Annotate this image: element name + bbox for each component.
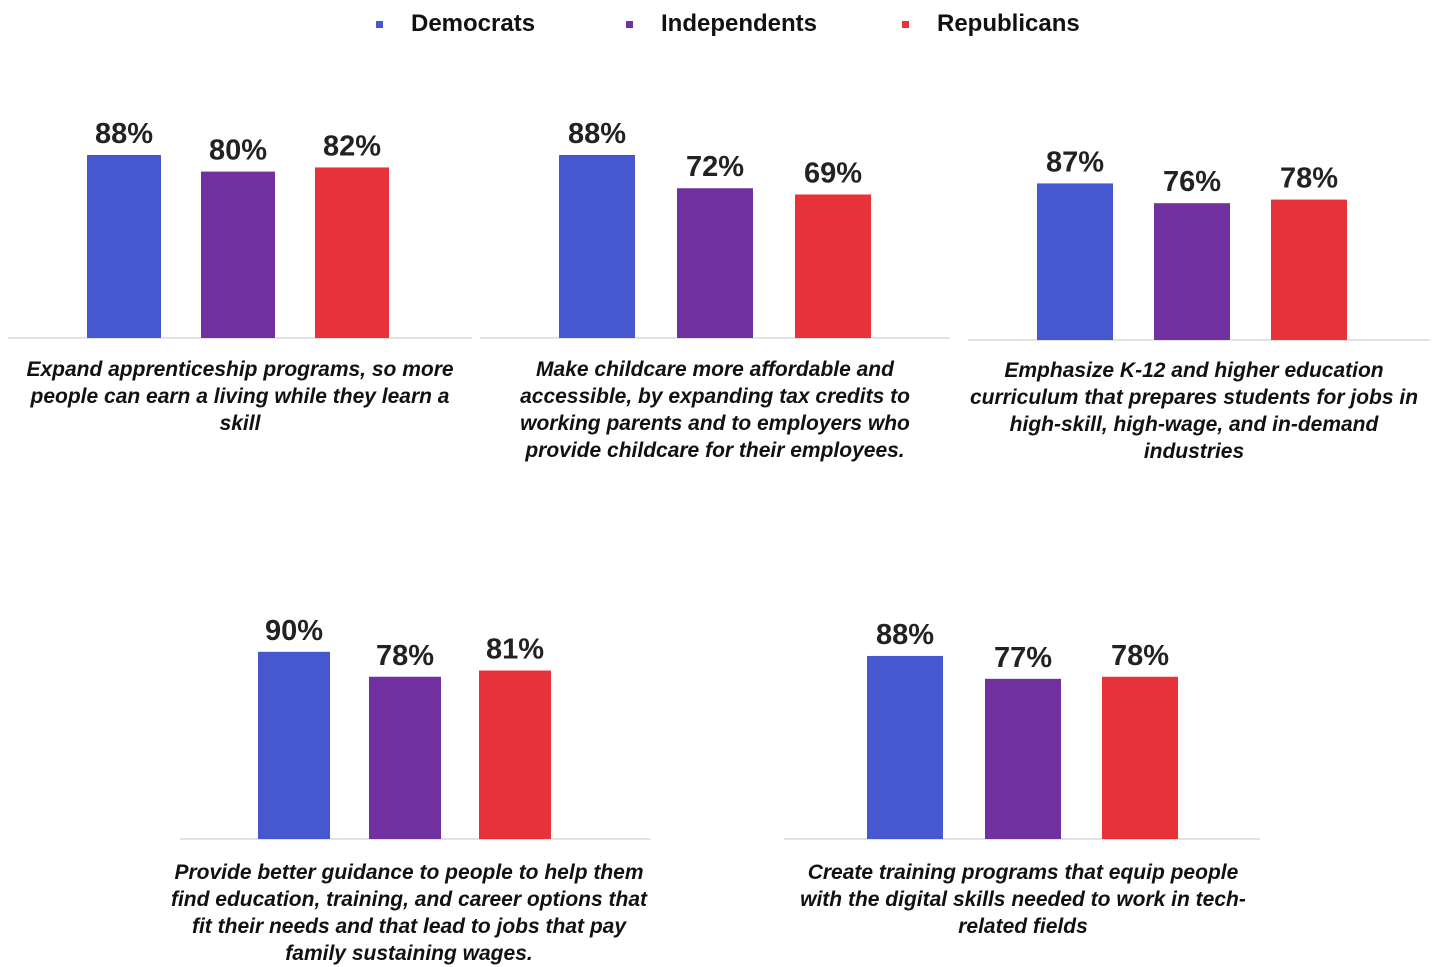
data-label-independents: 76% <box>1163 166 1221 198</box>
legend-label-republicans: Republicans <box>937 10 1080 37</box>
bar-chart-2: 88% 72% 69% <box>480 118 950 339</box>
legend-item-republicans: Republicans <box>902 8 1080 40</box>
chart-panel-3: 87% 76% 78% <box>968 60 1430 360</box>
bar-republicans <box>1102 676 1178 839</box>
chart-caption-1: Expand apprenticeship programs, so more … <box>26 358 454 435</box>
chart-panel-2: 88% 72% 69% <box>480 60 950 360</box>
legend-swatch-democrats <box>376 20 383 28</box>
bar-chart-1: 88% 80% 82% <box>8 118 472 339</box>
bar-republicans <box>1271 199 1347 340</box>
chart-caption-3: Emphasize K-12 and higher education curr… <box>969 359 1419 463</box>
chart-caption-2: Make childcare more affordable and acces… <box>520 358 910 462</box>
data-label-independents: 77% <box>994 642 1052 674</box>
legend-item-democrats: Democrats <box>376 8 535 40</box>
data-label-democrats: 88% <box>568 118 626 150</box>
data-label-democrats: 87% <box>1046 146 1104 178</box>
data-label-independents: 78% <box>376 640 434 672</box>
data-label-republicans: 78% <box>1280 163 1338 195</box>
legend: Democrats Independents Republicans <box>0 8 1434 40</box>
bar-independents <box>1154 203 1230 340</box>
legend-swatch-independents <box>626 20 633 28</box>
bar-independents <box>369 676 441 839</box>
legend-label-democrats: Democrats <box>411 10 536 37</box>
chart-panel-1: 88% 80% 82% <box>8 60 472 360</box>
chart-caption-5: Create training programs that equip peop… <box>800 861 1246 938</box>
bar-chart-3: 87% 76% 78% <box>968 146 1430 341</box>
data-label-democrats: 88% <box>876 619 934 651</box>
data-label-republicans: 81% <box>486 634 544 666</box>
bar-democrats <box>87 154 161 338</box>
legend-label-independents: Independents <box>661 10 818 37</box>
bar-independents <box>677 188 753 338</box>
data-label-republicans: 69% <box>804 157 862 189</box>
legend-swatch-republicans <box>902 20 909 28</box>
data-label-independents: 72% <box>686 151 744 183</box>
data-label-republicans: 82% <box>323 130 381 162</box>
chart-panel-5: 88% 77% 78% <box>784 560 1260 860</box>
chart-panel-4: 90% 78% 81% <box>180 560 650 860</box>
data-label-independents: 80% <box>209 135 267 167</box>
bar-chart-5: 88% 77% 78% <box>784 619 1260 840</box>
bar-independents <box>985 678 1061 839</box>
data-label-republicans: 78% <box>1111 640 1169 672</box>
bar-democrats <box>1037 183 1113 340</box>
data-label-democrats: 90% <box>265 615 323 647</box>
bar-republicans <box>795 194 871 338</box>
chart-caption-4: Provide better guidance to people to hel… <box>170 861 648 965</box>
data-label-democrats: 88% <box>95 118 153 150</box>
bar-republicans <box>479 670 551 839</box>
bar-independents <box>201 171 275 338</box>
bar-democrats <box>559 154 635 338</box>
legend-item-independents: Independents <box>626 8 817 40</box>
bar-democrats <box>258 651 330 839</box>
bar-republicans <box>315 167 389 338</box>
bar-democrats <box>867 655 943 839</box>
bar-chart-4: 90% 78% 81% <box>180 615 650 840</box>
